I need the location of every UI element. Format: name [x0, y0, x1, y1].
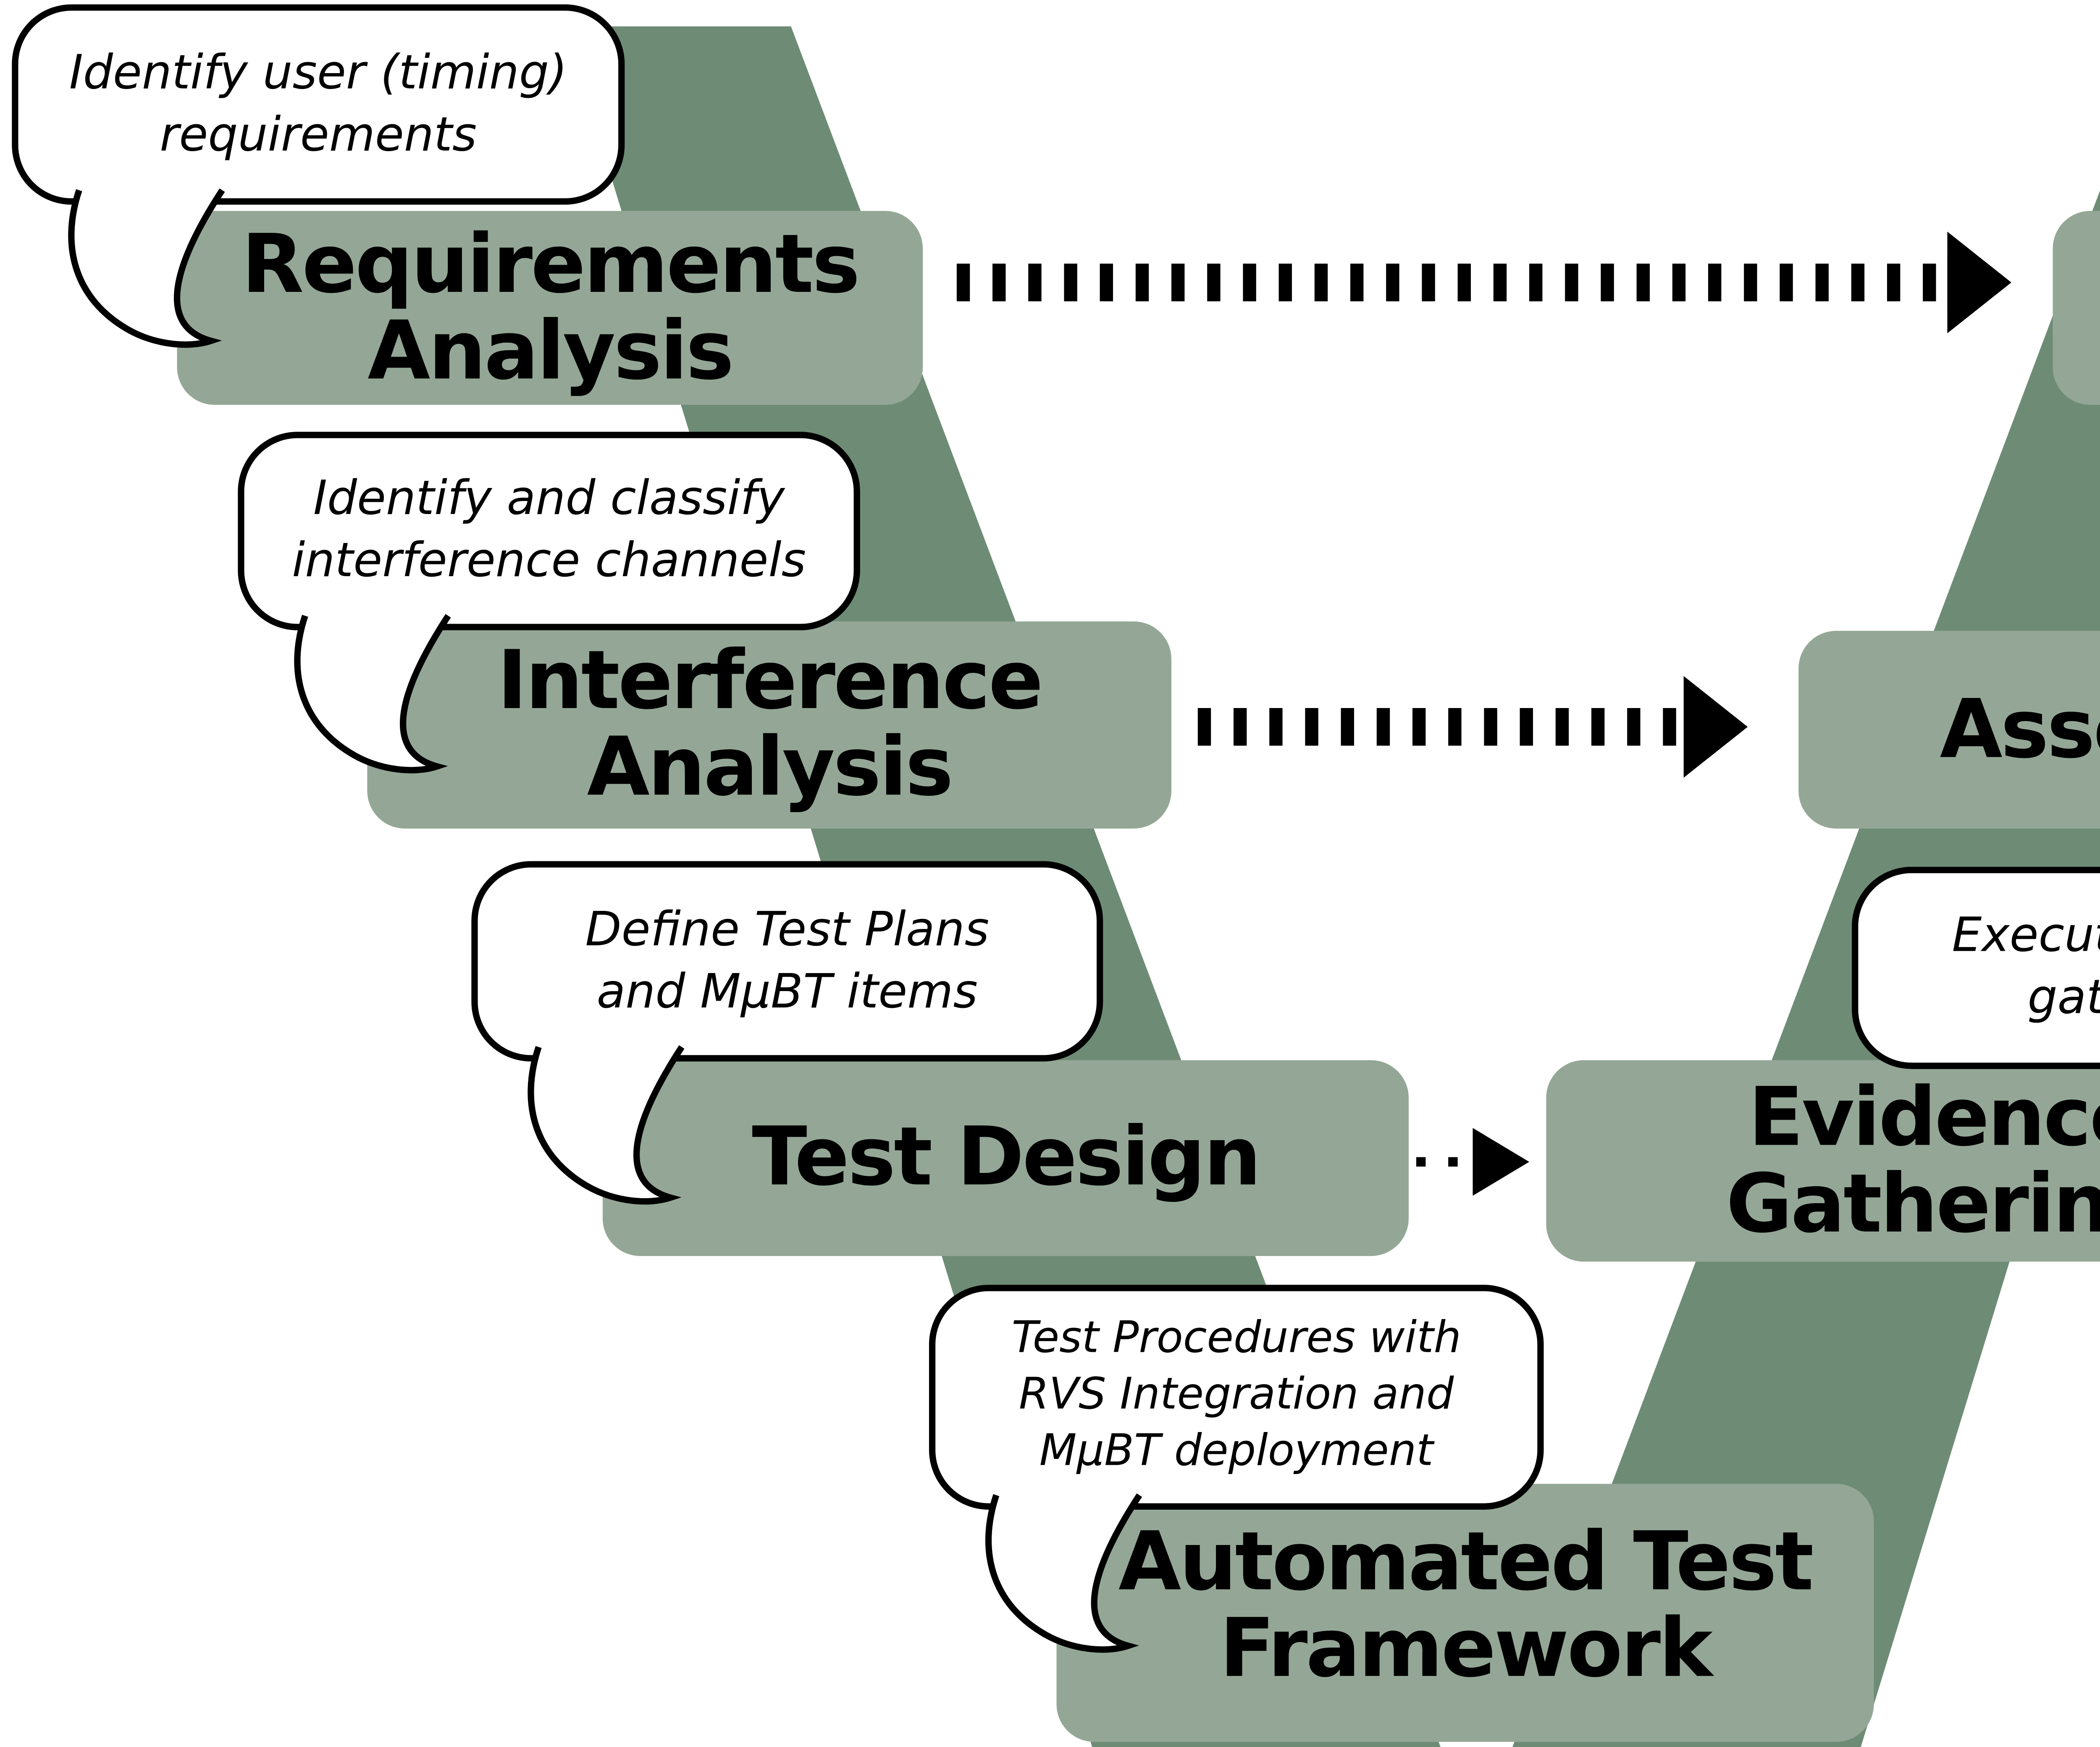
stage-box-automated-test-framework [1056, 1484, 1874, 1742]
stage-box-requirements-analysis [177, 211, 923, 405]
bubble-tail-interference-analysis [294, 614, 451, 774]
arrow-testdesign-to-evidence [1416, 1128, 1530, 1196]
bubble-tail-requirements-analysis [68, 188, 225, 348]
stage-box-mta-results [2053, 211, 2100, 405]
bubble-evidence-gathering [1852, 867, 2100, 1069]
bubble-tail-automated-test-framework [985, 1493, 1142, 1653]
stage-box-test-design [602, 1060, 1409, 1256]
arrow-head-icon [1683, 676, 1748, 778]
arrow-interference-to-assessment [1197, 676, 1748, 778]
bubble-test-design [471, 861, 1103, 1062]
stage-box-assessment [1798, 631, 2100, 829]
arrow-head-icon [1473, 1128, 1530, 1196]
bubble-requirements-analysis [12, 4, 625, 205]
v-band-right-arm [1512, 190, 2100, 1747]
bubble-tail-test-design [528, 1045, 685, 1205]
bubble-interference-analysis [238, 432, 860, 630]
bubble-automated-test-framework [929, 1285, 1544, 1510]
arrow-head-icon [1947, 231, 2011, 333]
arrow-requirements-to-mta [956, 231, 2011, 333]
stage-box-evidence-gathering [1546, 1060, 2100, 1262]
stage-box-interference-analysis [367, 621, 1172, 829]
